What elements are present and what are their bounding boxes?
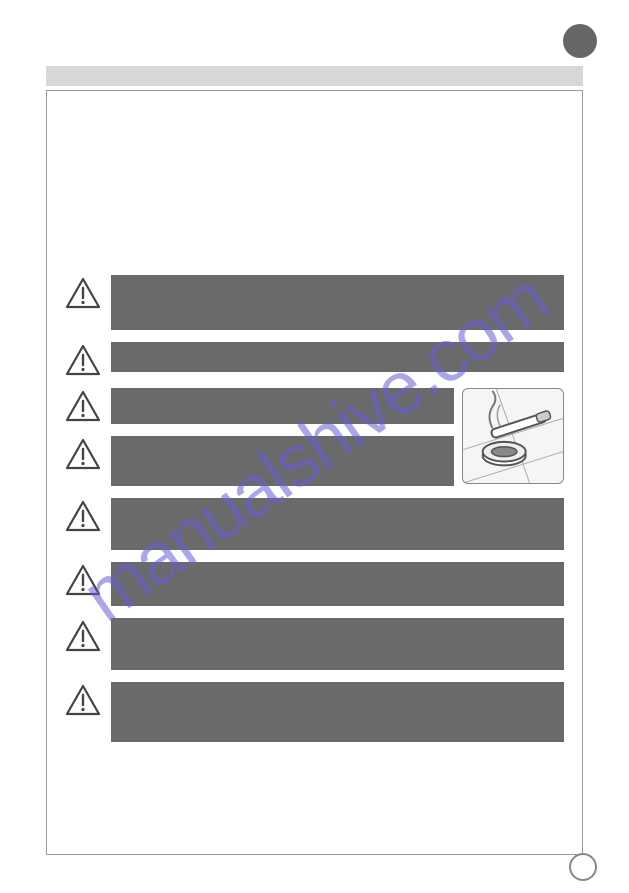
warning-row [65, 618, 564, 670]
warning-text-block [111, 562, 564, 606]
warning-icon [65, 564, 101, 596]
warning-text-block [111, 342, 564, 372]
warning-text-block [111, 275, 564, 330]
warning-icon [65, 277, 101, 309]
warning-icon [65, 500, 101, 532]
warning-row [65, 498, 564, 550]
no-smoking-illustration [462, 388, 564, 484]
warning-icon [65, 684, 101, 716]
header-bar [46, 66, 583, 86]
top-spacer [65, 105, 564, 275]
warning-row [65, 275, 564, 330]
warning-text-block [111, 498, 564, 550]
warning-icon [65, 344, 101, 376]
warning-row [65, 388, 454, 424]
warning-row [65, 436, 454, 486]
warning-icon [65, 438, 101, 470]
warning-row [65, 562, 564, 606]
warning-text-block [111, 682, 564, 742]
language-dot [563, 24, 597, 58]
content-frame [46, 90, 583, 855]
warning-with-illustration [65, 388, 564, 498]
page-number-circle [569, 853, 597, 881]
warning-text-block [111, 388, 454, 424]
warning-text-block [111, 618, 564, 670]
warning-text-block [111, 436, 454, 486]
warning-icon [65, 620, 101, 652]
warning-row [65, 342, 564, 376]
warning-row [65, 682, 564, 742]
warning-icon [65, 390, 101, 422]
